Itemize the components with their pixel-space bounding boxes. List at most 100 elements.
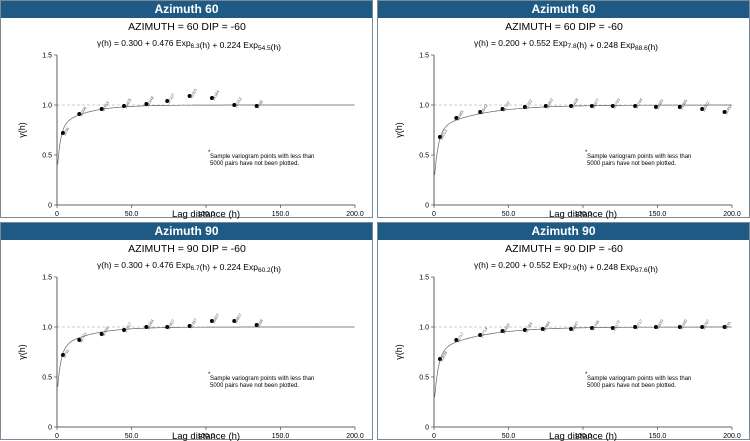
variogram-point: [437, 357, 442, 361]
point-pair-count: 9748: [255, 99, 264, 110]
variogram-point: [500, 107, 505, 111]
point-pair-count: 6791: [61, 348, 70, 359]
x-tick-label: 150.0: [649, 433, 667, 440]
chart-subtitle: AZIMUTH = 90 DIP = -60: [128, 243, 246, 255]
x-tick-label: 50.0: [502, 433, 516, 440]
x-tick-label: 150.0: [272, 211, 290, 218]
panel-header: Azimuth 60: [378, 1, 749, 18]
y-tick-label: 0.5: [42, 153, 52, 160]
point-pair-count: 41722: [501, 100, 511, 113]
x-tick-label: 0: [432, 211, 436, 218]
formula-range: 60.2: [258, 267, 271, 274]
panel-2: Azimuth 60 AZIMUTH = 60 DIP = -60 γ(h) = …: [377, 0, 750, 219]
point-pair-count: 17917: [123, 321, 133, 334]
note-line: 5000 pairs have not been plotted.: [587, 383, 676, 389]
point-pair-count: 11440: [100, 325, 110, 338]
note-line: 5000 pairs have not been plotted.: [210, 383, 299, 389]
point-pair-count: 10838: [438, 350, 448, 363]
variogram-point: [254, 104, 259, 108]
variogram-point: [187, 94, 192, 98]
point-pair-count: 19717: [634, 318, 644, 331]
chart-subtitle: AZIMUTH = 90 DIP = -60: [505, 243, 623, 255]
y-tick-label: 1.0: [419, 103, 429, 110]
variogram-chart: AZIMUTH = 90 DIP = -60 γ(h) = 0.200 + 0.5…: [394, 243, 741, 441]
formula-part: (h): [648, 264, 659, 274]
variogram-point: [543, 104, 548, 108]
y-tick-label: 1.5: [42, 275, 52, 282]
variogram-point: [589, 326, 594, 330]
chart-subtitle: AZIMUTH = 60 DIP = -60: [128, 21, 246, 33]
panel-header: Azimuth 90: [1, 223, 372, 240]
point-pair-count: 31984: [541, 320, 551, 333]
point-pair-count: 15630: [655, 318, 665, 331]
variogram-point: [232, 103, 237, 107]
point-pair-count: 27746: [590, 319, 600, 332]
y-tick-label: 0: [48, 425, 52, 432]
note-line: 5000 pairs have not been plotted.: [587, 161, 676, 167]
point-pair-count: 11996: [78, 105, 88, 118]
variogram-point: [77, 338, 82, 342]
y-tick-label: 0: [48, 203, 52, 210]
model-formula: γ(h) = 0.200 + 0.552 Exp7.9(h) + 0.248 E…: [474, 260, 658, 274]
x-tick-label: 100.0: [574, 211, 592, 218]
point-pair-count: 12330: [678, 318, 688, 331]
note-line: Sample variogram points with less than: [587, 154, 691, 160]
variogram-point: [209, 96, 214, 100]
variogram-point: [677, 105, 682, 109]
point-pair-count: 8668: [255, 318, 264, 329]
variogram-point: [99, 332, 104, 336]
y-tick-label: 0.5: [419, 375, 429, 382]
x-tick-label: 150.0: [649, 211, 667, 218]
variogram-point: [610, 104, 615, 108]
variogram-point: [77, 112, 82, 116]
variogram-point: [633, 104, 638, 108]
note-line: Sample variogram points with less than: [587, 376, 691, 382]
variogram-point: [60, 353, 65, 357]
x-axis-label: Lag distance (h): [172, 431, 240, 441]
x-tick-label: 100.0: [574, 433, 592, 440]
variogram-point: [454, 338, 459, 342]
note-marker: *: [585, 150, 588, 156]
point-pair-count: 10807: [233, 312, 243, 325]
point-pair-count: 38492: [544, 97, 554, 110]
point-pair-count: 26439: [501, 322, 511, 335]
variogram-point: [165, 99, 170, 103]
point-pair-count: 40542: [479, 103, 489, 116]
x-tick-label: 50.0: [502, 211, 516, 218]
variogram-point: [500, 329, 505, 333]
panel-4: Azimuth 90 AZIMUTH = 90 DIP = -60 γ(h) = …: [377, 222, 750, 441]
x-tick-label: 100.0: [197, 433, 215, 440]
formula-part: γ(h) = 0.300 + 0.476 Exp: [97, 260, 191, 270]
x-tick-label: 150.0: [272, 433, 290, 440]
x-tick-label: 200.0: [346, 433, 364, 440]
point-pair-count: 31784: [523, 321, 533, 334]
variogram-chart: AZIMUTH = 60 DIP = -60 γ(h) = 0.300 + 0.4…: [17, 21, 364, 219]
y-tick-label: 1.5: [42, 53, 52, 60]
point-pair-count: 35793: [611, 97, 621, 110]
panel-3: Azimuth 90 AZIMUTH = 90 DIP = -60 γ(h) = …: [0, 222, 373, 441]
note-line: Sample variogram points with less than: [210, 376, 314, 382]
point-pair-count: 16348: [145, 95, 155, 108]
x-tick-label: 200.0: [723, 433, 741, 440]
variogram-point: [187, 324, 192, 328]
y-tick-label: 0: [425, 425, 429, 432]
point-pair-count: 34744: [634, 97, 644, 110]
point-pair-count: 10721: [78, 331, 88, 344]
x-axis-label: Lag distance (h): [549, 209, 617, 219]
note-line: Sample variogram points with less than: [210, 154, 314, 160]
formula-part: (h) + 0.224 Exp: [200, 262, 259, 272]
variogram-point: [122, 328, 127, 332]
point-pair-count: 15984: [145, 318, 155, 331]
variogram-point: [99, 107, 104, 111]
point-pair-count: 14453: [100, 100, 110, 113]
chart-subtitle: AZIMUTH = 60 DIP = -60: [505, 21, 623, 33]
x-tick-label: 0: [55, 211, 59, 218]
formula-part: (h): [648, 42, 659, 52]
y-tick-label: 0.5: [419, 153, 429, 160]
variogram-point: [700, 107, 705, 111]
point-pair-count: 12152: [233, 96, 243, 109]
x-axis-label: Lag distance (h): [549, 431, 617, 441]
model-curve: [434, 326, 732, 398]
x-axis-label: Lag distance (h): [172, 209, 240, 219]
